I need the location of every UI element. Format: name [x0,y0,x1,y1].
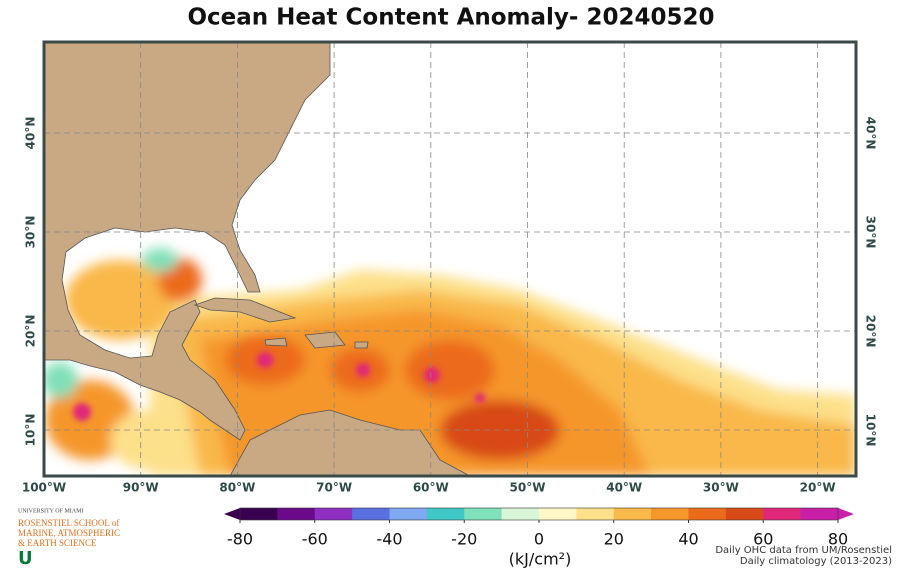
colorbar-segment [426,508,465,520]
colorbar-segment [651,508,689,520]
logo-mark: U [18,548,33,569]
longitude-label: 50°W [510,481,546,495]
longitude-label: 30°W [703,481,739,495]
credit-line: Daily OHC data from UM/Rosenstiel [715,545,892,556]
colorbar-segment [352,508,390,520]
logo-line: ROSENSTIEL SCHOOL of [18,518,119,528]
colorbar-segment [389,508,428,520]
colorbar-segment [501,508,540,520]
colorbar-tick-label: 80 [828,530,848,549]
latitude-label-right: 40°N [864,117,878,150]
title: Ocean Heat Content Anomaly- 20240520 [187,5,714,31]
longitude-label: 20°W [800,481,836,495]
colorbar-tick-label: 0 [534,530,544,549]
latitude-label-right: 10°N [864,414,878,447]
latitude-label-right: 20°N [864,315,878,348]
colorbar-tick-label: 40 [678,530,698,549]
colorbar-tick-label: -40 [376,530,402,549]
colorbar-segment [240,508,278,520]
colorbar-segment [763,508,802,520]
logo-line: MARINE, ATMOSPHERIC [18,528,120,538]
colorbar-segment [800,508,839,520]
colorbar-segment [464,508,503,520]
colorbar-segment [613,508,652,520]
longitude-label: 40°W [606,481,642,495]
longitude-label: 100°W [22,481,66,495]
colorbar-segment [277,508,316,520]
longitude-label: 80°W [219,481,255,495]
logo: UNIVERSITY OF MIAMI ROSENSTIEL SCHOOL ofM… [18,508,120,569]
colorbar-tick-label: 60 [753,530,773,549]
colorbar-tick-label: 20 [604,530,624,549]
latitude-label-left: 30°N [24,216,38,249]
colorbar-segment [725,508,764,520]
map [44,42,856,476]
latitude-label-right: 30°N [864,216,878,249]
colorbar-extend-high [838,508,854,520]
colorbar-segment [576,508,615,520]
latitude-label-left: 20°N [24,315,38,348]
latitude-label-left: 40°N [24,117,38,150]
colorbar-segment [688,508,727,520]
colorbar: -80 -60 -40 -20 0 20 40 60 80 [224,507,854,549]
longitude-label: 90°W [123,481,159,495]
longitude-label: 60°W [413,481,449,495]
graticule [44,42,856,476]
colorbar-unit: (kJ/cm²) [509,550,572,569]
logo-line: & EARTH SCIENCE [18,538,97,548]
colorbar-extend-low [224,508,240,520]
land [44,42,471,476]
colorbar-tick-label: -60 [302,530,328,549]
logo-line: UNIVERSITY OF MIAMI [18,508,83,514]
colorbar-tick-label: -80 [227,530,253,549]
credit-line: Daily climatology (2013-2023) [740,556,892,567]
colorbar-segment [539,508,577,520]
colorbar-tick-label: -20 [451,530,477,549]
colorbar-segment [314,508,353,520]
longitude-label: 70°W [316,481,352,495]
latitude-label-left: 10°N [24,414,38,447]
anomaly-peaks [73,352,485,421]
map-frame [42,40,858,478]
